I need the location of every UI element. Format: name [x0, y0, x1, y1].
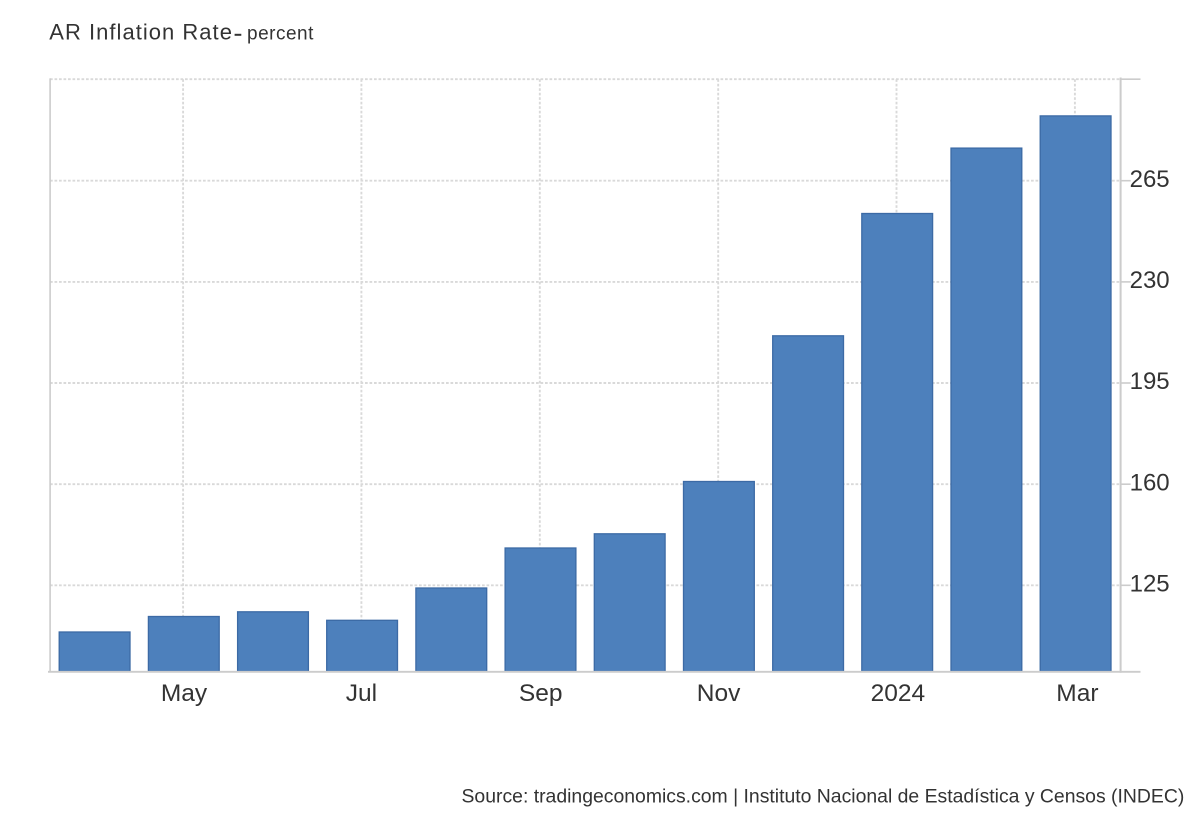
svg-text:Nov: Nov: [697, 680, 741, 707]
svg-text:Source: tradingeconomics.com |: Source: tradingeconomics.com | Instituto…: [462, 785, 1185, 807]
svg-text:265: 265: [1130, 166, 1170, 193]
svg-text:AR Inflation Rate: AR Inflation Rate: [49, 19, 233, 44]
svg-text:2024: 2024: [871, 680, 926, 707]
svg-text:Mar: Mar: [1056, 680, 1098, 707]
svg-text:230: 230: [1130, 267, 1170, 294]
svg-text:195: 195: [1130, 368, 1170, 395]
svg-text:Jul: Jul: [346, 680, 377, 707]
svg-text:Sep: Sep: [519, 680, 563, 707]
svg-text:percent: percent: [247, 23, 314, 44]
svg-text:160: 160: [1130, 469, 1170, 496]
svg-text:May: May: [161, 680, 208, 707]
svg-text:125: 125: [1130, 571, 1170, 598]
